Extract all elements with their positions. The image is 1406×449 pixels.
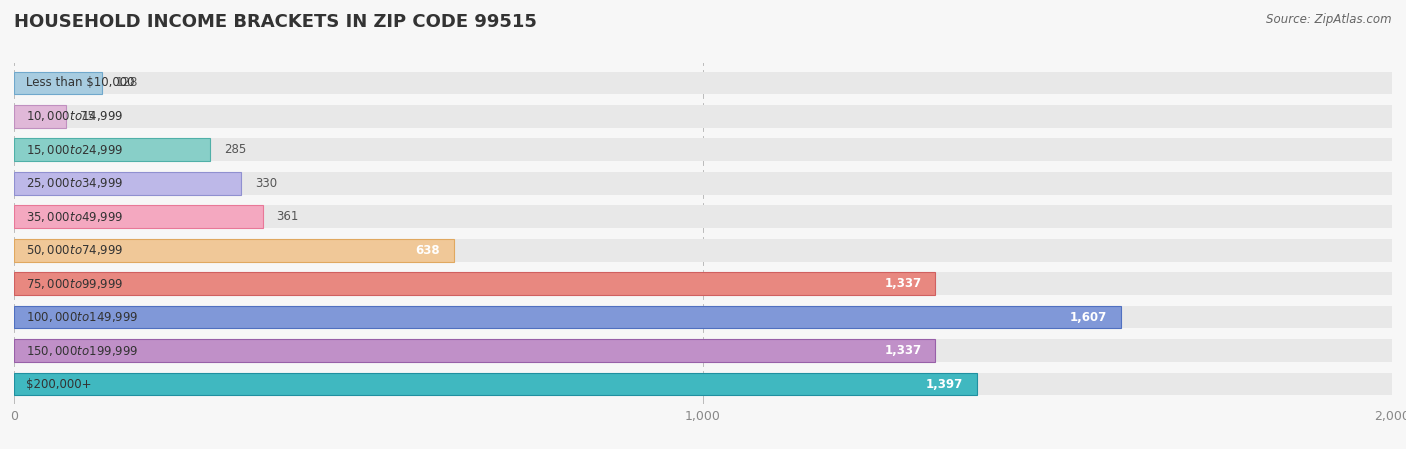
Bar — [14, 172, 242, 195]
Bar — [14, 306, 1392, 329]
Text: $50,000 to $74,999: $50,000 to $74,999 — [27, 243, 124, 257]
Bar — [14, 373, 977, 396]
Bar — [14, 138, 211, 161]
Bar — [14, 239, 454, 262]
Text: Source: ZipAtlas.com: Source: ZipAtlas.com — [1267, 13, 1392, 26]
Text: 1,607: 1,607 — [1070, 311, 1108, 324]
Text: 285: 285 — [224, 143, 246, 156]
Bar — [14, 339, 935, 362]
Text: $35,000 to $49,999: $35,000 to $49,999 — [27, 210, 124, 224]
Text: 75: 75 — [80, 110, 94, 123]
Text: 1,337: 1,337 — [884, 344, 921, 357]
Text: 1,397: 1,397 — [925, 378, 963, 391]
Bar — [14, 172, 1392, 195]
Bar — [14, 272, 1392, 295]
Bar — [14, 306, 1121, 329]
Text: Less than $10,000: Less than $10,000 — [27, 76, 135, 89]
Bar — [14, 105, 1392, 128]
Bar — [14, 373, 1392, 396]
Text: $15,000 to $24,999: $15,000 to $24,999 — [27, 143, 124, 157]
Bar — [14, 205, 1392, 228]
Bar — [14, 71, 1392, 94]
Text: 1,337: 1,337 — [884, 277, 921, 290]
Bar — [14, 272, 935, 295]
Bar — [14, 138, 1392, 161]
Bar — [14, 105, 66, 128]
Text: $75,000 to $99,999: $75,000 to $99,999 — [27, 277, 124, 291]
Bar — [14, 339, 1392, 362]
Text: HOUSEHOLD INCOME BRACKETS IN ZIP CODE 99515: HOUSEHOLD INCOME BRACKETS IN ZIP CODE 99… — [14, 13, 537, 31]
Bar — [14, 239, 1392, 262]
Text: 361: 361 — [277, 210, 299, 223]
Bar — [14, 205, 263, 228]
Text: $200,000+: $200,000+ — [27, 378, 91, 391]
Text: 330: 330 — [256, 177, 277, 190]
Bar — [14, 71, 103, 94]
Text: $150,000 to $199,999: $150,000 to $199,999 — [27, 343, 139, 357]
Text: $25,000 to $34,999: $25,000 to $34,999 — [27, 176, 124, 190]
Text: 638: 638 — [415, 244, 440, 257]
Text: $100,000 to $149,999: $100,000 to $149,999 — [27, 310, 139, 324]
Text: 128: 128 — [117, 76, 138, 89]
Text: $10,000 to $14,999: $10,000 to $14,999 — [27, 110, 124, 123]
